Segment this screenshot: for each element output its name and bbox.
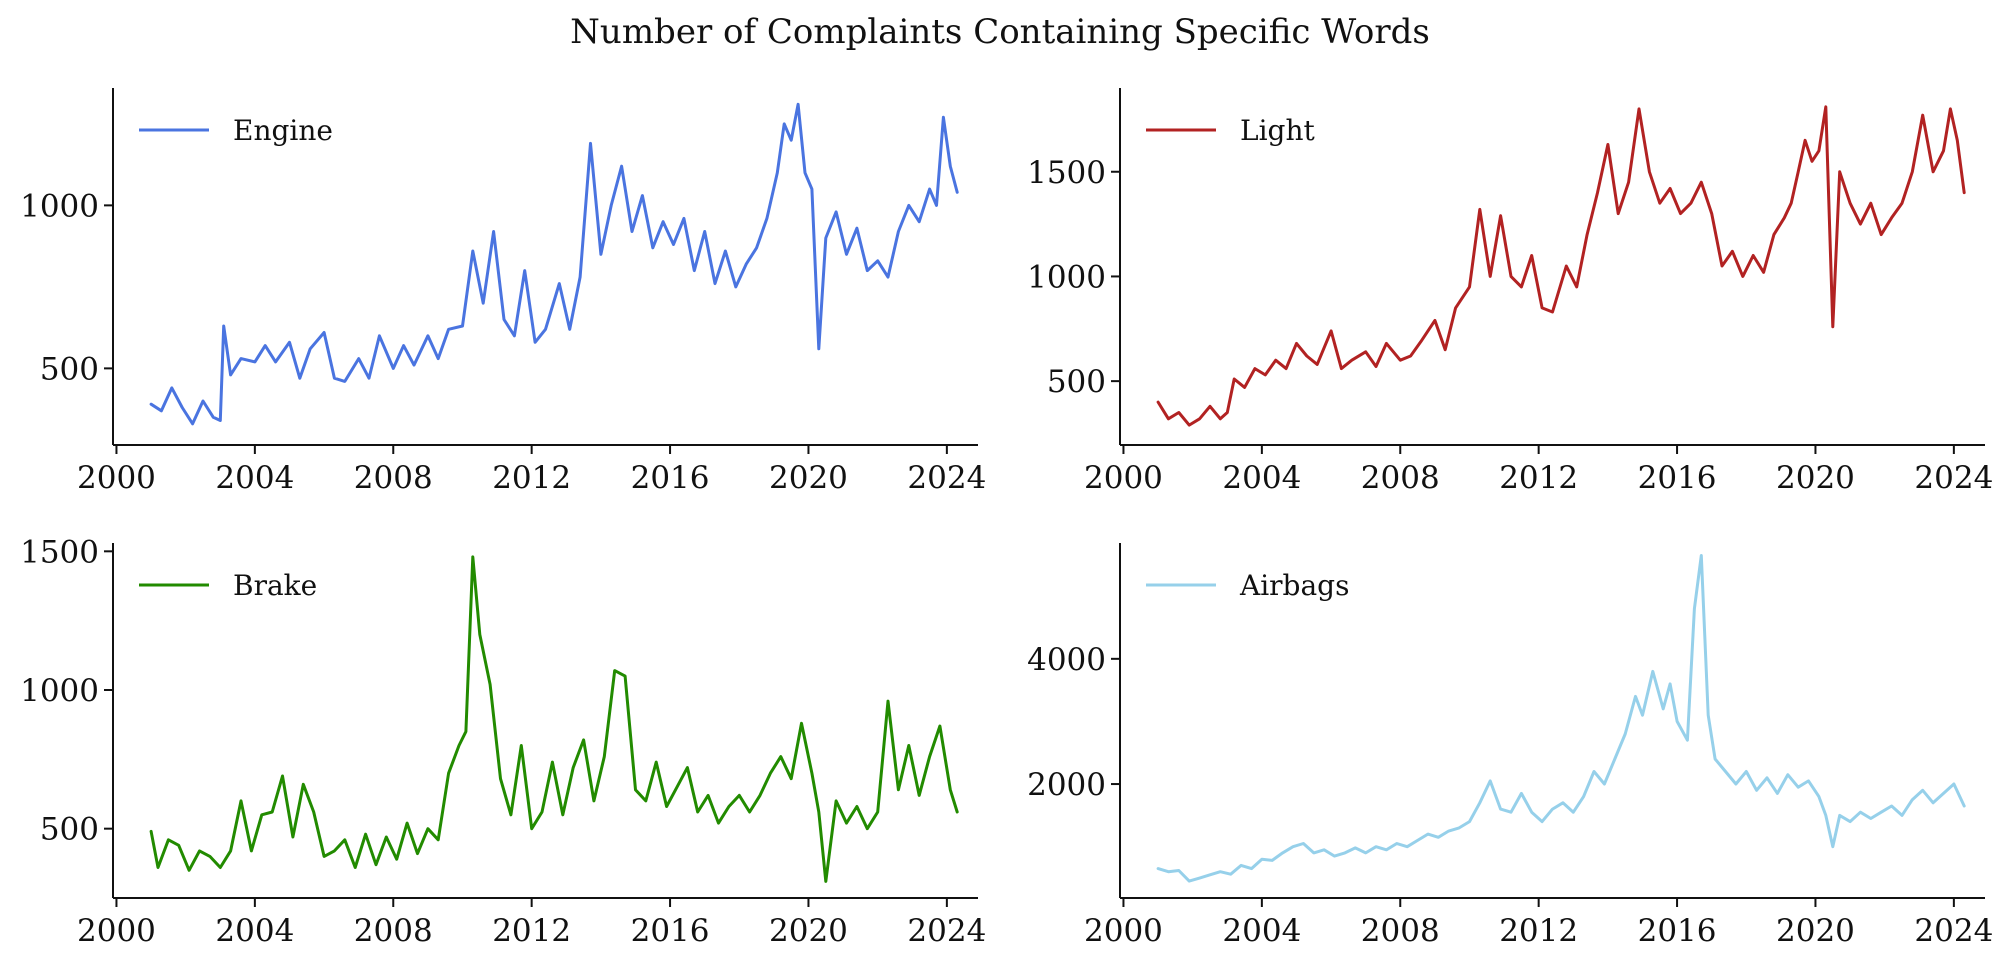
x-tick-label: 2020 [1776,460,1855,496]
y-tick-label: 1500 [1027,155,1106,191]
legend-label: Light [1240,114,1316,147]
x-tick-label: 2004 [215,913,294,949]
x-tick-label: 2020 [769,460,848,496]
y-tick-label: 1500 [20,534,99,570]
y-tick-label: 1000 [20,673,99,709]
x-tick-label: 2000 [1084,913,1163,949]
chart-panel-light: 2000 2004 2008 2012 2016 2020 2024 500 1000 1500 L… [1027,88,1993,496]
y-tick-label: 4000 [1027,642,1106,678]
y-tick-label: 1000 [1027,259,1106,295]
x-tick-label: 2012 [492,460,571,496]
x-tick-label: 2012 [1499,460,1578,496]
figure-title: Number of Complaints Containing Specific… [570,12,1430,52]
x-tick-label: 2024 [907,460,986,496]
series-line-airbags [1156,554,1966,883]
y-tick-label: 500 [1047,364,1106,400]
x-tick-label: 2024 [1914,913,1993,949]
legend: Brake [139,569,317,602]
series-line-engine [149,102,959,426]
y-tick-label: 2000 [1027,767,1106,803]
chart-panel-airbags: 2000 2004 2008 2012 2016 2020 2024 2000 4000 Airb… [1027,543,1993,949]
x-tick-label: 2016 [631,913,710,949]
x-tick-label: 2008 [354,460,433,496]
x-tick-label: 2020 [1776,913,1855,949]
series-line-brake [149,555,959,883]
chart-panel-engine: 2000 2004 2008 2012 2016 2020 2024 500 1000 Engin… [20,88,986,496]
x-tick-label: 2016 [1638,460,1717,496]
legend: Engine [139,114,333,147]
x-tick-label: 2020 [769,913,848,949]
x-tick-label: 2000 [77,460,156,496]
legend: Airbags [1146,569,1349,602]
x-tick-label: 2000 [77,913,156,949]
y-tick-label: 500 [40,812,99,848]
y-tick-label: 1000 [20,188,99,224]
chart-panel-brake: 2000 2004 2008 2012 2016 2020 2024 500 1000 1500 B… [20,534,986,949]
x-tick-label: 2008 [354,913,433,949]
x-tick-label: 2004 [1222,913,1301,949]
legend-label: Engine [233,114,333,147]
legend-label: Airbags [1239,569,1349,602]
x-tick-label: 2004 [1222,460,1301,496]
x-tick-label: 2012 [1499,913,1578,949]
legend: Light [1146,114,1316,147]
legend-label: Brake [233,569,317,602]
x-tick-label: 2008 [1361,913,1440,949]
x-tick-label: 2000 [1084,460,1163,496]
x-tick-label: 2004 [215,460,294,496]
x-tick-label: 2024 [907,913,986,949]
x-tick-label: 2016 [631,460,710,496]
x-tick-label: 2024 [1914,460,1993,496]
x-tick-label: 2008 [1361,460,1440,496]
x-tick-label: 2012 [492,913,571,949]
x-tick-label: 2016 [1638,913,1717,949]
y-tick-label: 500 [40,351,99,387]
series-line-light [1156,105,1966,427]
